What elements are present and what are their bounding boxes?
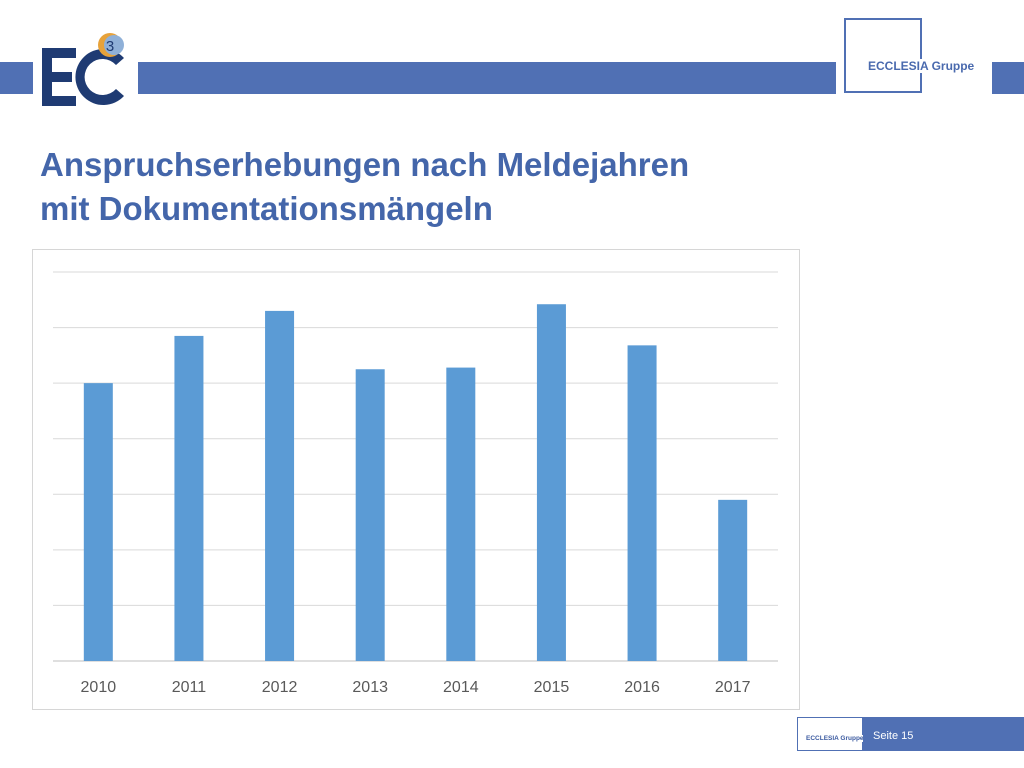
footer-brand-box xyxy=(797,717,863,751)
x-tick-label-2010: 2010 xyxy=(81,679,117,696)
bar-2015 xyxy=(536,304,566,661)
ec3-logo: 3 xyxy=(42,33,124,106)
x-tick-label-2016: 2016 xyxy=(624,679,660,696)
x-tick-label-2013: 2013 xyxy=(352,679,388,696)
x-tick-label-2011: 2011 xyxy=(172,679,207,696)
header-band-left xyxy=(0,62,33,94)
brand-name: ECCLESIA Gruppe xyxy=(866,59,977,73)
logo-badge-number: 3 xyxy=(106,38,114,55)
x-tick-label-2014: 2014 xyxy=(443,679,479,696)
footer-band xyxy=(863,717,1024,751)
header-band xyxy=(138,62,836,94)
bar-2013 xyxy=(355,369,385,661)
bar-2014 xyxy=(446,367,476,661)
bar-chart: 2010 2011 2012 2013 2014 2015 2016 2017 xyxy=(53,271,778,696)
page-number: Seite 15 xyxy=(873,730,914,742)
chart-frame: 2010 2011 2012 2013 2014 2015 2016 2017 xyxy=(32,249,800,710)
x-tick-label-2012: 2012 xyxy=(262,679,298,696)
bar-2011 xyxy=(174,335,204,661)
header-band-right xyxy=(992,62,1024,94)
x-tick-label-2015: 2015 xyxy=(534,679,570,696)
title-line-2: mit Dokumentationsmängeln xyxy=(40,190,493,227)
x-tick-label-2017: 2017 xyxy=(715,679,751,696)
title-line-1: Anspruchserhebungen nach Meldejahren xyxy=(40,146,690,183)
bar-2017 xyxy=(718,499,748,661)
bar-2010 xyxy=(83,383,113,661)
bar-2012 xyxy=(265,310,295,661)
footer-brand-name: ECCLESIA Gruppe xyxy=(806,735,864,742)
bar-2016 xyxy=(627,345,657,661)
brand-box xyxy=(844,18,922,93)
page-title: Anspruchserhebungen nach Meldejahren mit… xyxy=(40,143,940,231)
